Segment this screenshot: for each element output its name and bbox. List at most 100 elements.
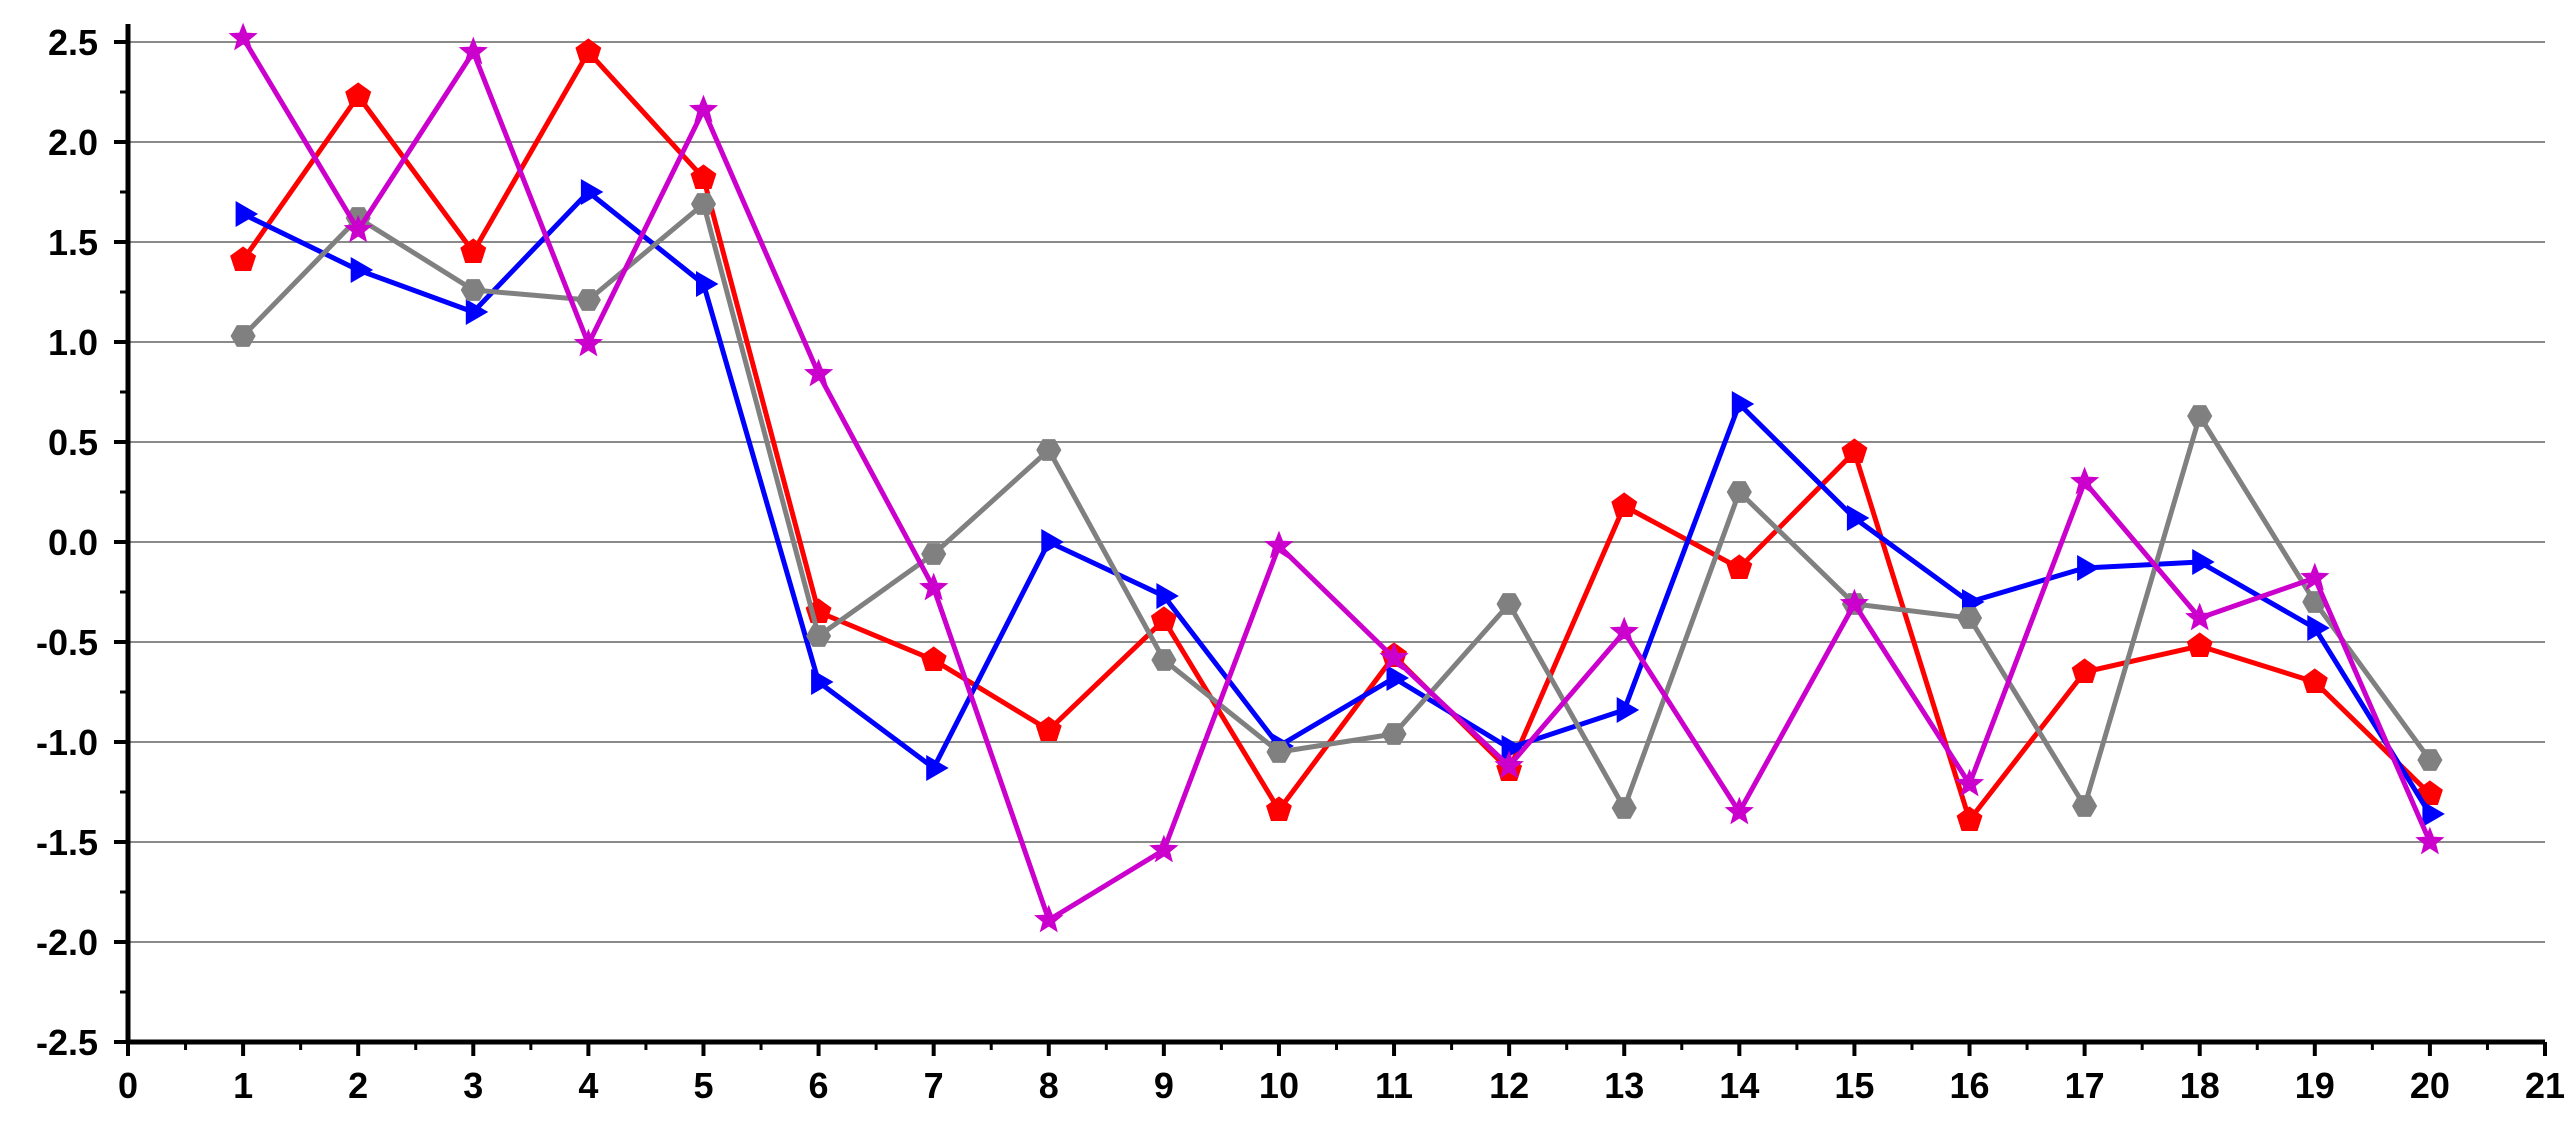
- data-point-marker: [230, 246, 257, 271]
- data-series: [228, 22, 2445, 933]
- data-point-marker: [1726, 554, 1753, 579]
- x-tick-label: 9: [1154, 1065, 1174, 1106]
- x-tick-label: 10: [1259, 1065, 1299, 1106]
- series-line: [241, 201, 2432, 811]
- data-point-marker: [1494, 750, 1524, 779]
- data-point-marker: [690, 193, 717, 215]
- data-point-marker: [350, 257, 374, 283]
- y-tick-label: -2.5: [36, 1022, 98, 1063]
- x-tick-label: 15: [1834, 1065, 1874, 1106]
- data-point-marker: [345, 82, 372, 107]
- x-tick-label: 12: [1489, 1065, 1529, 1106]
- data-point-marker: [2187, 405, 2213, 427]
- data-point-marker: [1041, 529, 1064, 555]
- data-point-marker: [2422, 801, 2445, 827]
- x-tick-label: 13: [1604, 1065, 1644, 1106]
- data-point-marker: [458, 36, 488, 65]
- series-4: [228, 22, 2445, 933]
- data-point-marker: [690, 164, 717, 189]
- y-tick-label: -2.0: [36, 922, 98, 963]
- x-tick-label: 7: [924, 1065, 944, 1106]
- data-point-marker: [1731, 391, 1755, 417]
- data-point-marker: [919, 572, 949, 601]
- data-point-marker: [1151, 649, 1177, 671]
- data-point-marker: [1954, 768, 1985, 797]
- data-point-marker: [1841, 438, 1868, 463]
- y-tick-label: 0.0: [48, 522, 98, 563]
- x-tick-label: 1: [233, 1065, 253, 1106]
- data-point-marker: [228, 22, 258, 51]
- series-line: [242, 189, 2433, 816]
- data-point-marker: [2415, 826, 2445, 855]
- data-point-marker: [1839, 588, 1870, 617]
- data-point-marker: [1036, 439, 1062, 461]
- x-tick-label: 4: [578, 1065, 598, 1106]
- data-point-marker: [1150, 606, 1177, 631]
- y-tick-label: -0.5: [36, 622, 98, 663]
- data-point-marker: [2072, 795, 2098, 817]
- series-line: [241, 49, 2432, 823]
- x-tick-label: 3: [463, 1065, 483, 1106]
- y-tick-label: 1.0: [48, 322, 98, 363]
- axes: [114, 24, 2547, 1056]
- x-tick-label: 21: [2525, 1065, 2565, 1106]
- data-point-marker: [1609, 616, 1639, 645]
- data-point-marker: [2416, 780, 2443, 805]
- data-point-marker: [1956, 607, 1983, 629]
- y-tick-label: 2.5: [48, 22, 98, 63]
- y-tick-label: -1.0: [36, 722, 98, 763]
- data-point-marker: [1156, 583, 1179, 609]
- x-tick-label: 2: [348, 1065, 368, 1106]
- data-point-marker: [2069, 466, 2100, 495]
- data-point-marker: [460, 279, 486, 301]
- data-point-marker: [1149, 834, 1179, 863]
- data-point-marker: [2185, 602, 2215, 631]
- data-point-marker: [1035, 716, 1062, 741]
- data-point-marker: [1501, 735, 1525, 761]
- series-1: [230, 38, 2443, 831]
- data-point-marker: [575, 289, 601, 311]
- data-point-marker: [1264, 530, 1294, 559]
- data-point-marker: [806, 625, 832, 647]
- data-point-marker: [1266, 741, 1292, 763]
- data-point-marker: [1616, 697, 1640, 723]
- x-tick-label: 5: [693, 1065, 713, 1106]
- data-point-marker: [811, 669, 834, 695]
- data-point-marker: [1496, 593, 1522, 615]
- data-point-marker: [1034, 904, 1064, 933]
- x-tick-label: 16: [1950, 1065, 1990, 1106]
- data-point-marker: [2307, 615, 2330, 641]
- data-point-marker: [465, 299, 489, 325]
- y-tick-label: -1.5: [36, 822, 98, 863]
- data-point-marker: [926, 755, 949, 781]
- series-line: [240, 36, 2433, 923]
- data-point-marker: [2071, 658, 2098, 683]
- grid-lines: [128, 41, 2545, 943]
- data-point-marker: [2192, 549, 2215, 575]
- data-point-marker: [1611, 797, 1637, 819]
- data-point-marker: [1381, 723, 1407, 745]
- data-point-marker: [1846, 505, 1870, 531]
- data-point-marker: [230, 325, 256, 347]
- data-point-marker: [2077, 555, 2100, 581]
- y-tick-label: 2.0: [48, 122, 98, 163]
- data-point-marker: [2186, 632, 2213, 657]
- x-tick-label: 14: [1719, 1065, 1759, 1106]
- series-3: [230, 193, 2443, 819]
- data-point-marker: [1956, 806, 1983, 831]
- data-point-marker: [343, 214, 373, 243]
- data-point-marker: [575, 38, 602, 63]
- data-point-marker: [1266, 796, 1292, 821]
- data-point-marker: [1386, 665, 1410, 691]
- data-point-marker: [573, 328, 604, 357]
- data-point-marker: [696, 271, 719, 297]
- data-point-marker: [2417, 749, 2443, 771]
- x-tick-label: 20: [2410, 1065, 2450, 1106]
- data-point-marker: [688, 94, 719, 123]
- data-point-marker: [1726, 481, 1752, 503]
- data-point-marker: [580, 179, 604, 205]
- x-tick-label: 17: [2065, 1065, 2105, 1106]
- data-point-marker: [1611, 492, 1638, 517]
